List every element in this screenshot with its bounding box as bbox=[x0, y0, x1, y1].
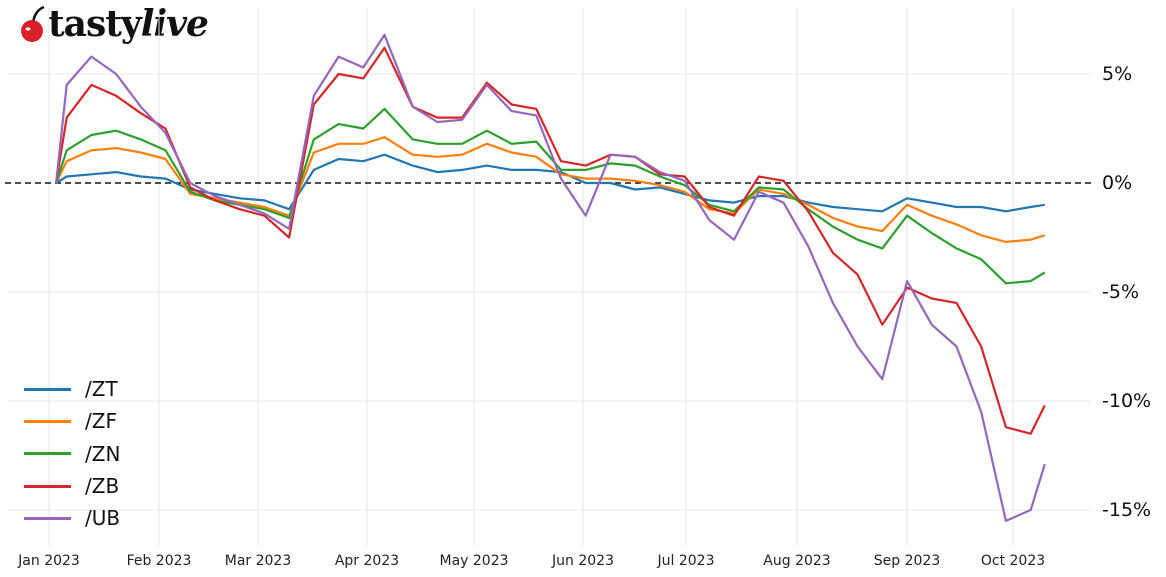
legend-swatch bbox=[24, 419, 71, 423]
y-tick-label: 0% bbox=[1102, 172, 1133, 194]
x-tick-label: Jan 2023 bbox=[18, 553, 80, 569]
y-tick-label: -10% bbox=[1102, 390, 1152, 412]
brand-name: tastylive bbox=[48, 3, 209, 45]
legend-label: /ZN bbox=[85, 441, 121, 466]
x-tick-label: Feb 2023 bbox=[126, 553, 192, 569]
legend-swatch bbox=[24, 484, 71, 488]
legend-swatch bbox=[24, 452, 71, 456]
legend-item: /ZF bbox=[24, 405, 120, 437]
y-tick-label: 5% bbox=[1102, 63, 1133, 85]
legend-label: /ZF bbox=[85, 409, 117, 434]
x-tick-label: Jul 2023 bbox=[657, 553, 715, 569]
series-line bbox=[55, 46, 1046, 435]
y-tick-label: -5% bbox=[1102, 281, 1139, 303]
legend-label: /UB bbox=[85, 506, 121, 531]
legend-swatch bbox=[24, 387, 71, 391]
series-line bbox=[55, 33, 1046, 523]
legend-item: /ZN bbox=[24, 438, 120, 470]
legend-item: /UB bbox=[24, 502, 120, 534]
legend-label: /ZB bbox=[85, 474, 120, 499]
x-tick-label: May 2023 bbox=[439, 553, 509, 569]
legend-swatch bbox=[24, 516, 71, 520]
legend-item: /ZT bbox=[24, 373, 120, 405]
cherry-icon bbox=[21, 5, 45, 42]
x-tick-label: Mar 2023 bbox=[224, 553, 292, 569]
chart-legend: /ZT/ZF/ZN/ZB/UB bbox=[24, 373, 120, 534]
legend-label: /ZT bbox=[85, 377, 118, 402]
brand-logo: tastylive bbox=[18, 2, 209, 46]
legend-item: /ZB bbox=[24, 470, 120, 502]
x-tick-label: Oct 2023 bbox=[980, 553, 1046, 569]
y-tick-label: -15% bbox=[1102, 499, 1152, 521]
x-tick-label: Jun 2023 bbox=[552, 553, 614, 569]
x-tick-label: Sep 2023 bbox=[873, 553, 941, 569]
x-tick-label: Aug 2023 bbox=[763, 553, 831, 569]
series-line bbox=[55, 107, 1046, 285]
x-tick-label: Apr 2023 bbox=[334, 553, 400, 569]
